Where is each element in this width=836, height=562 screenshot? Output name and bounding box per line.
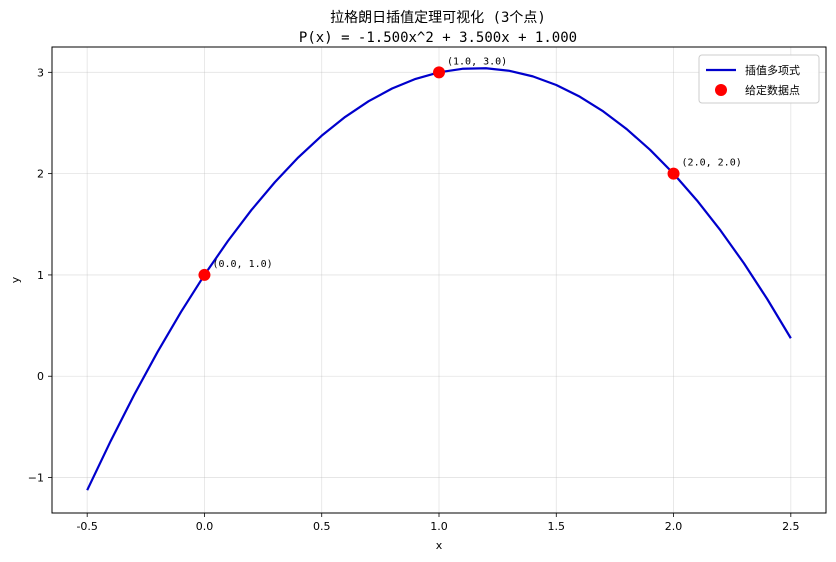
x-axis: -0.5 0.0 0.5 1.0 1.5 2.0 2.5 <box>76 513 800 533</box>
legend-label-interpolation: 插值多项式 <box>745 63 800 77</box>
chart-subtitle: P(x) = -1.500x^2 + 3.500x + 1.000 <box>299 30 577 46</box>
point-annotations: (0.0, 1.0) (1.0, 3.0) (2.0, 2.0) <box>212 56 741 270</box>
data-point <box>667 167 680 180</box>
x-axis-label: x <box>436 539 443 552</box>
data-point <box>198 268 211 281</box>
data-point <box>433 66 445 79</box>
x-tick-label: 2.5 <box>782 520 800 533</box>
x-tick-label: 1.0 <box>430 520 448 533</box>
data-points <box>198 66 680 281</box>
legend-box <box>698 54 820 104</box>
y-tick-label: 2 <box>37 168 44 181</box>
y-tick-label: 1 <box>37 269 44 282</box>
x-tick-label: 2.0 <box>665 520 683 533</box>
y-tick-label: −1 <box>28 472 44 485</box>
y-axis: −1 0 1 2 3 <box>28 66 52 485</box>
legend: 插值多项式 给定数据点 <box>698 54 820 104</box>
point-annotation: (2.0, 2.0) <box>682 158 742 169</box>
x-tick-label: 1.5 <box>548 520 566 533</box>
chart-title: 拉格朗日插值定理可视化 (3个点) <box>330 10 546 26</box>
y-axis-label: y <box>9 276 22 283</box>
y-tick-label: 0 <box>37 370 44 383</box>
point-annotation: (0.0, 1.0) <box>212 259 272 270</box>
legend-label-points: 给定数据点 <box>745 83 800 97</box>
x-tick-label: 0.5 <box>313 520 331 533</box>
y-tick-label: 3 <box>37 66 44 79</box>
x-tick-label: 0.0 <box>196 520 214 533</box>
x-tick-label: -0.5 <box>76 520 97 533</box>
legend-marker-swatch <box>715 84 727 96</box>
point-annotation: (1.0, 3.0) <box>447 56 507 67</box>
